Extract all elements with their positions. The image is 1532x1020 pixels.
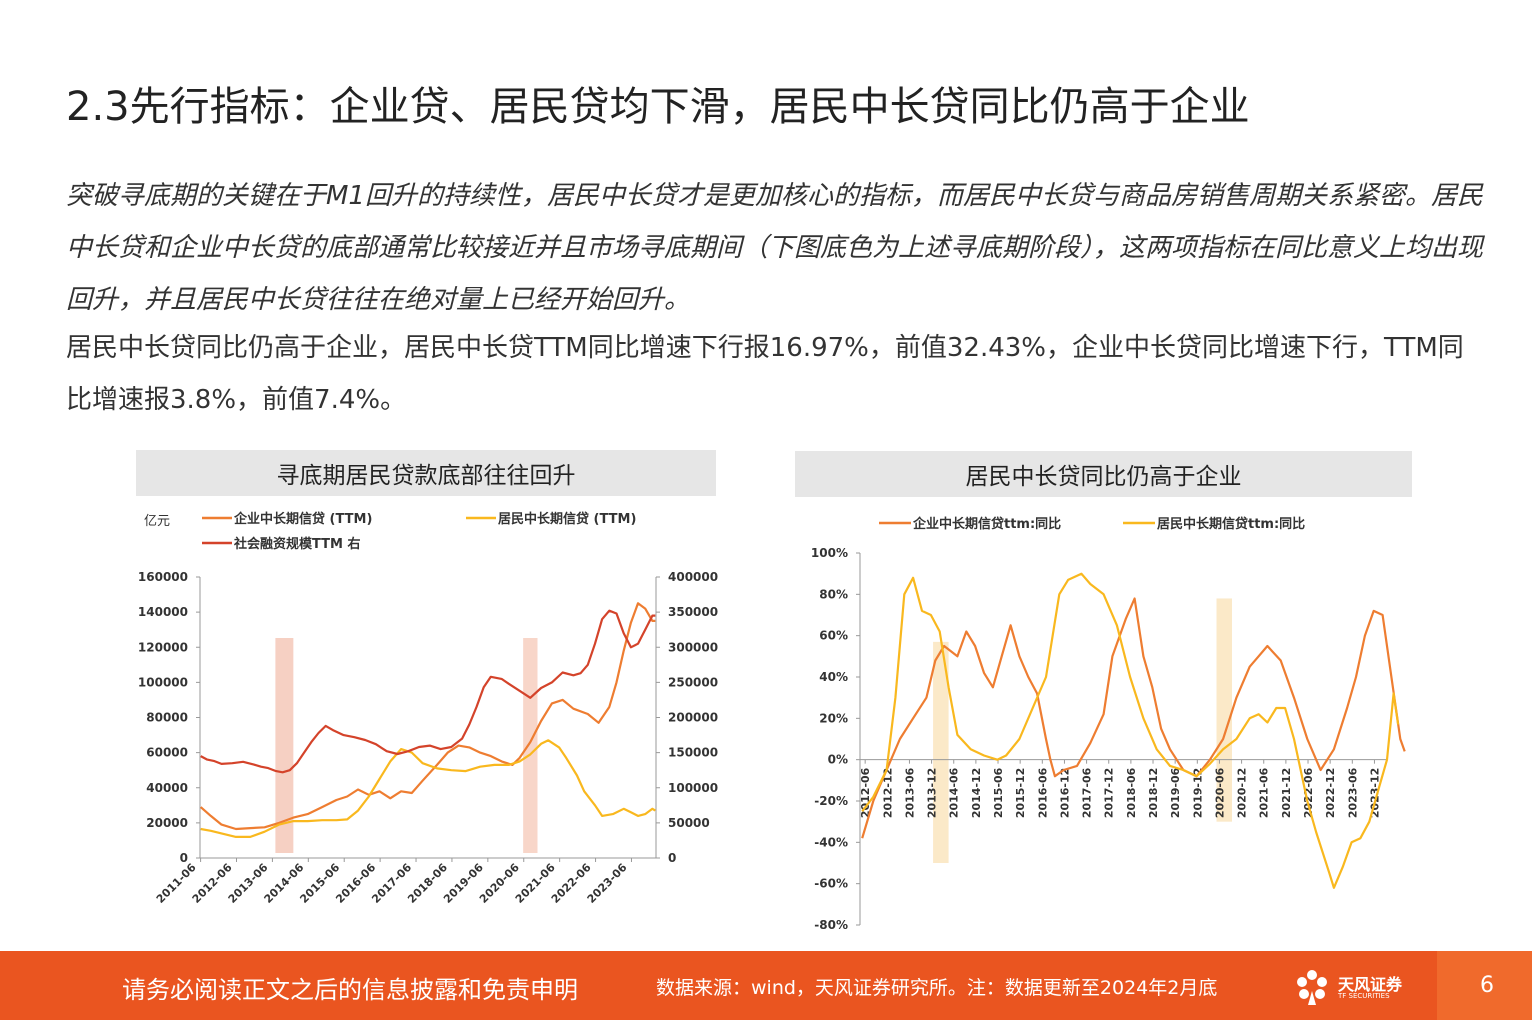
y-tick-label: 60% — [819, 629, 848, 643]
legend-label: 居民中长期信贷 (TTM) — [498, 511, 636, 527]
series-line — [200, 739, 656, 838]
legend-label: 社会融资规模TTM 右 — [233, 536, 361, 552]
x-tick-label: 2012-06 — [859, 767, 872, 818]
shaded-period — [275, 638, 294, 853]
series-line — [199, 602, 656, 831]
y-right-tick-label: 300000 — [668, 640, 718, 654]
y-right-tick-label: 0 — [668, 851, 676, 865]
y-left-tick-label: 140000 — [138, 605, 188, 619]
x-tick-label: 2023-12 — [1368, 768, 1381, 819]
y-left-tick-label: 0 — [180, 851, 188, 865]
x-tick-label: 2016-06 — [1036, 767, 1049, 818]
y-left-tick-label: 80000 — [146, 711, 188, 725]
legend-label: 企业中长期信贷 (TTM) — [233, 511, 372, 527]
x-tick-label: 2015-06 — [992, 767, 1005, 818]
x-tick-label: 2012-12 — [881, 768, 894, 819]
flower-logo-icon — [1297, 970, 1327, 1005]
y-left-tick-label: 100000 — [138, 675, 188, 689]
y-left-tick-label: 160000 — [138, 570, 188, 584]
x-tick-label: 2022-06 — [1302, 767, 1315, 818]
x-tick-label: 2016-12 — [1058, 768, 1071, 819]
y-tick-label: 100% — [811, 546, 848, 560]
x-tick-label: 2019-06 — [1169, 767, 1182, 818]
x-tick-label: 2023-06 — [585, 861, 630, 906]
page-number-box — [1437, 951, 1532, 1020]
y-left-tick-label: 40000 — [146, 781, 188, 795]
logo-text-en: TF SECURITIES — [1338, 992, 1390, 1000]
x-tick-label: 2018-06 — [1125, 767, 1138, 818]
logo-text-cn: 天风证券 — [1338, 975, 1403, 994]
x-tick-label: 2022-12 — [1324, 768, 1337, 819]
series-line — [861, 597, 1406, 839]
y-right-tick-label: 200000 — [668, 711, 718, 725]
x-tick-label: 2018-12 — [1147, 768, 1160, 819]
series-line — [200, 609, 656, 774]
y-tick-label: -80% — [814, 918, 848, 932]
series-line — [861, 572, 1400, 889]
y-tick-label: -40% — [814, 835, 848, 849]
y-tick-label: -60% — [814, 877, 848, 891]
footer-disclaimer[interactable]: 请务必阅读正文之后的信息披露和免责申明 — [122, 976, 578, 1004]
y-right-tick-label: 150000 — [668, 746, 718, 760]
y-tick-label: 20% — [819, 711, 848, 725]
chart-right: -80% -60% -40% -20% 0% 20% 40% 60% 80% 100% 2012-0… — [811, 516, 1406, 932]
y-tick-label: 40% — [819, 670, 848, 684]
x-tick-label: 2014-12 — [970, 768, 983, 819]
x-tick-label: 2014-06 — [948, 767, 961, 818]
chart-left-title: 寻底期居民贷款底部往往回升 — [136, 450, 716, 496]
x-tick-label: 2013-06 — [903, 767, 916, 818]
company-logo: 天风证券 TF SECURITIES — [1292, 967, 1412, 1007]
shaded-period — [523, 638, 538, 853]
y-tick-label: 80% — [819, 587, 848, 601]
y-right-tick-label: 400000 — [668, 570, 718, 584]
legend-label: 企业中长期信贷ttm:同比 — [912, 516, 1061, 532]
footer-source: 数据来源：wind，天风证券研究所。注：数据更新至2024年2月底 — [656, 977, 1218, 999]
shaded-period — [933, 641, 949, 863]
unit-label: 亿元 — [144, 514, 170, 529]
x-tick-label: 2013-12 — [926, 768, 939, 819]
page-title: 2.3先行指标：企业贷、居民贷均下滑，居民中长贷同比仍高于企业 — [66, 84, 1250, 130]
chart-right-title: 居民中长贷同比仍高于企业 — [795, 451, 1412, 497]
page-number: 6 — [1480, 973, 1494, 998]
footer-bar: 请务必阅读正文之后的信息披露和免责申明 数据来源：wind，天风证券研究所。注：… — [0, 951, 1532, 1020]
y-left-tick-label: 20000 — [146, 816, 188, 830]
y-right-tick-label: 250000 — [668, 675, 718, 689]
y-tick-label: 0% — [828, 753, 848, 767]
x-tick-label: 2021-06 — [1258, 767, 1271, 818]
y-right-tick-label: 100000 — [668, 781, 718, 795]
x-tick-label: 2020-06 — [1213, 767, 1226, 818]
x-tick-label: 2020-12 — [1236, 768, 1249, 819]
y-right-tick-label: 350000 — [668, 605, 718, 619]
x-tick-label: 2017-06 — [1081, 767, 1094, 818]
y-right-tick-label: 50000 — [668, 816, 710, 830]
legend-label: 居民中长期信贷ttm:同比 — [1157, 516, 1305, 532]
intro-paragraph: 突破寻底期的关键在于M1回升的持续性，居民中长贷才是更加核心的指标，而居民中长贷… — [66, 181, 1484, 315]
y-tick-label: -20% — [814, 794, 848, 808]
x-tick-label: 2023-06 — [1346, 767, 1359, 818]
y-left-tick-label: 120000 — [138, 640, 188, 654]
shaded-period — [1216, 598, 1232, 822]
x-tick-label: 2015-12 — [1014, 768, 1027, 819]
chart-left: 0 20000 40000 60000 80000 100000 120000 140000 1… — [138, 511, 718, 906]
y-left-tick-label: 60000 — [146, 746, 188, 760]
summary-paragraph: 居民中长贷同比仍高于企业，居民中长贷TTM同比增速下行报16.97%，前值32.… — [66, 333, 1464, 415]
x-tick-label: 2017-12 — [1103, 768, 1116, 819]
x-tick-label: 2019-12 — [1191, 768, 1204, 819]
x-tick-label: 2021-12 — [1280, 768, 1293, 819]
